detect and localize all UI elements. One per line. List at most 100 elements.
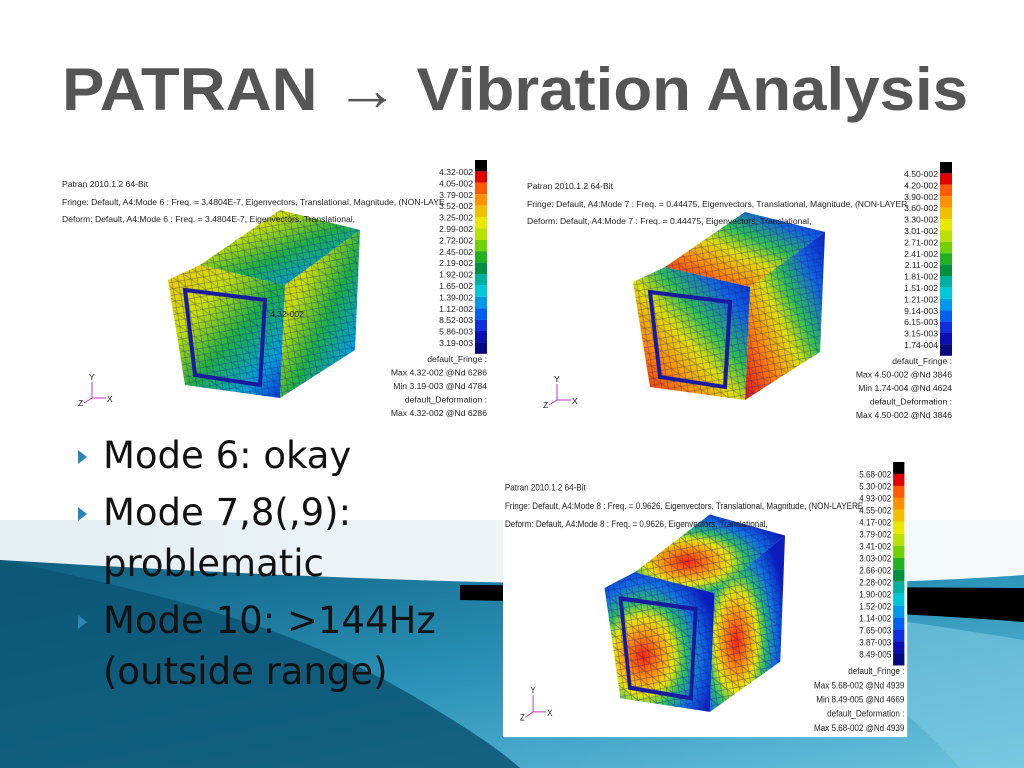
header-fringe: Fringe: Default, A4:Mode 6 : Freq. = 3.4… (62, 197, 445, 207)
colorbar-cell (940, 219, 952, 231)
legend-label: 3.03-002 (859, 553, 891, 564)
result-info: default_Fringe : (848, 666, 904, 677)
result-info: default_Fringe : (427, 354, 487, 364)
legend-label: 3.79-002 (439, 190, 473, 200)
colorbar-cell (475, 319, 487, 331)
legend-label: 8.52-003 (439, 315, 473, 325)
model-opening (182, 287, 268, 388)
colorbar-cell (893, 617, 905, 630)
result-info: Max 4.32-002 @Nd 6286 (391, 408, 487, 418)
colorbar-cell (940, 173, 952, 185)
legend-label: 2.19-002 (439, 258, 473, 268)
legend-label: 3.90-002 (904, 192, 938, 202)
legend-label: 3.01-002 (904, 226, 938, 236)
result-info: Max 5.68-002 @Nd 4939 (814, 680, 905, 691)
colorbar-cell (893, 533, 905, 546)
bullet: Mode 6: okay (72, 430, 472, 481)
legend-label: 9.14-003 (904, 306, 938, 316)
colorbar-cell (893, 641, 905, 654)
result-info: Max 4.50-002 @Nd 3846 (856, 410, 952, 420)
node-annotation: 4.32-002 (270, 309, 304, 319)
colorbar-cell (475, 239, 487, 252)
bullet-list: Mode 6: okay Mode 7,8(,9): problematic Mod… (72, 430, 472, 703)
legend-label: 4.20-002 (904, 180, 938, 190)
legend-label: 3.87-003 (859, 637, 891, 648)
result-info: default_Deformation : (870, 397, 952, 407)
colorbar-cell (940, 207, 952, 219)
legend-label: 2.45-002 (439, 247, 473, 257)
colorbar-cell (893, 653, 905, 666)
colorbar-cell (940, 298, 952, 311)
legend-label: 2.71-002 (904, 237, 938, 247)
legend-label: 1.52-002 (859, 601, 891, 612)
legend-label: 3.52-002 (439, 201, 473, 211)
colorbar-cell (475, 251, 487, 263)
colorbar-cell (940, 162, 952, 174)
colorbar-cell (475, 342, 487, 354)
colorbar-cell (475, 308, 487, 320)
colorbar-cell (475, 296, 487, 309)
colorbar-cell (893, 509, 905, 522)
result-info: Min 3.19-003 @Nd 4784 (393, 381, 487, 391)
legend-label: 1.21-002 (904, 294, 938, 304)
model-opening (618, 596, 698, 701)
colorbar-cell (893, 545, 905, 558)
colorbar-cell (893, 569, 905, 582)
result-info: default_Deformation : (827, 708, 904, 719)
slide-title: PATRAN → Vibration Analysis (62, 56, 968, 123)
result-info: Min 1.74-004 @Nd 4624 (858, 383, 952, 393)
legend-label: 5.30-002 (859, 481, 891, 492)
legend-label: 4.93-002 (859, 493, 891, 504)
legend-label: 2.66-002 (859, 565, 891, 576)
colorbar-cell (940, 333, 952, 345)
colorbar-cell (893, 557, 905, 570)
colorbar-cell (940, 253, 952, 265)
axis-label: Y (530, 685, 536, 696)
header-fringe: Fringe: Default, A4:Mode 7 : Freq. = 0.4… (527, 199, 907, 209)
fea-panel: Patran 2010.1.2 64-Bit Fringe: Default, A… (503, 462, 908, 738)
legend-label: 4.55-002 (859, 505, 891, 516)
colorbar-cell (475, 217, 487, 229)
colorbar-cell (940, 264, 952, 276)
colorbar-cell (893, 497, 905, 510)
legend-label: 1.74-004 (904, 340, 938, 350)
colorbar-cell (893, 629, 905, 642)
legend-label: 2.41-002 (904, 249, 938, 259)
result-info: Max 4.32-002 @Nd 6286 (391, 368, 487, 378)
legend-label: 1.65-002 (439, 281, 473, 291)
legend-label: 2.28-002 (859, 577, 891, 588)
colorbar-cell (893, 462, 905, 474)
legend-label: 3.41-002 (859, 541, 891, 552)
legend-label: 1.39-002 (439, 292, 473, 302)
colorbar-cell (940, 184, 952, 197)
header-version: Patran 2010.1.2 64-Bit (527, 181, 614, 191)
legend-label: 6.15-003 (904, 317, 938, 327)
fe-model (604, 514, 785, 712)
colorbar-cell (940, 310, 952, 322)
header-deform: Deform: Default, A4:Mode 6 : Freq. = 3.4… (62, 214, 355, 224)
legend-label: 1.12-002 (439, 304, 473, 314)
legend-label: 4.05-002 (439, 178, 473, 188)
legend-label: 3.30-002 (904, 215, 938, 225)
legend-label: 2.72-002 (439, 235, 473, 245)
axis-triad (525, 695, 547, 718)
legend-label: 5.86-003 (439, 327, 473, 337)
colorbar-cell (940, 287, 952, 299)
colorbar-cell (893, 605, 905, 618)
colorbar-cell (475, 182, 487, 195)
colorbar-cell (475, 331, 487, 343)
axis-label: Y (554, 374, 560, 384)
colorbar-cell (475, 171, 487, 183)
legend-label: 4.50-002 (904, 169, 938, 179)
colorbar-cell (475, 228, 487, 240)
header-version: Patran 2010.1.2 64-Bit (62, 179, 149, 189)
colorbar-cell (475, 194, 487, 206)
model-opening (647, 289, 733, 390)
colorbar-cell (475, 205, 487, 217)
wave-dark (0, 560, 520, 768)
result-info: default_Deformation : (405, 395, 487, 405)
legend-label: 1.14-002 (859, 613, 891, 624)
bullet: Mode 7,8(,9): problematic (72, 487, 472, 589)
colorbar-cell (940, 321, 952, 333)
legend-label: 5.68-002 (859, 469, 891, 480)
